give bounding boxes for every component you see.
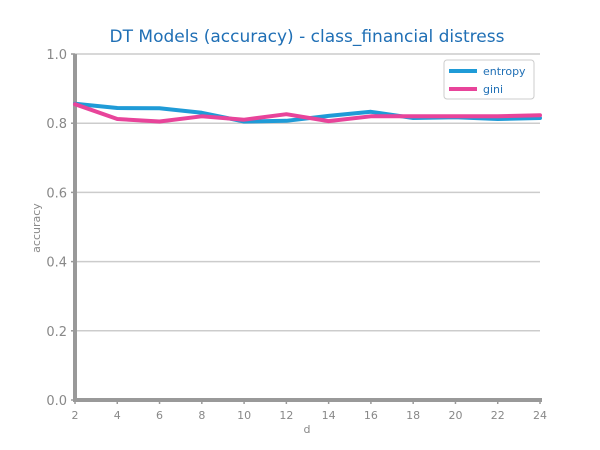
axes [71, 53, 542, 404]
y-tick-label: 0.2 [46, 325, 67, 340]
x-tick-labels: 2 4 6 8 10 12 14 16 18 20 22 24 [72, 409, 548, 422]
x-tick-label: 12 [279, 409, 293, 422]
x-axis-label: d [304, 423, 311, 436]
x-tick-label: 2 [72, 409, 79, 422]
x-tick-label: 22 [491, 409, 505, 422]
y-tick-label: 0.6 [46, 186, 67, 201]
y-tick-labels: 0.0 0.2 0.4 0.6 0.8 1.0 [46, 48, 67, 409]
series-line-gini [73, 102, 542, 124]
series-lines [73, 101, 542, 124]
x-tick-label: 16 [364, 409, 378, 422]
gridlines [75, 53, 540, 332]
y-axis-label: accuracy [30, 203, 43, 253]
y-tick-label: 1.0 [46, 48, 67, 63]
legend: entropy gini [443, 59, 535, 100]
x-tick-label: 8 [198, 409, 205, 422]
x-tick-label: 10 [237, 409, 251, 422]
x-tick-label: 14 [322, 409, 336, 422]
y-tick-label: 0.8 [46, 117, 67, 132]
y-tick-label: 0.0 [46, 394, 67, 409]
chart-title: DT Models (accuracy) - class_financial d… [110, 27, 505, 47]
y-tick-label: 0.4 [46, 256, 67, 271]
x-tick-label: 6 [156, 409, 163, 422]
x-tick-label: 18 [406, 409, 420, 422]
legend-label-gini: gini [483, 83, 503, 96]
x-tick-label: 24 [533, 409, 547, 422]
x-tick-label: 4 [114, 409, 121, 422]
legend-label-entropy: entropy [483, 65, 526, 78]
x-tick-label: 20 [448, 409, 462, 422]
